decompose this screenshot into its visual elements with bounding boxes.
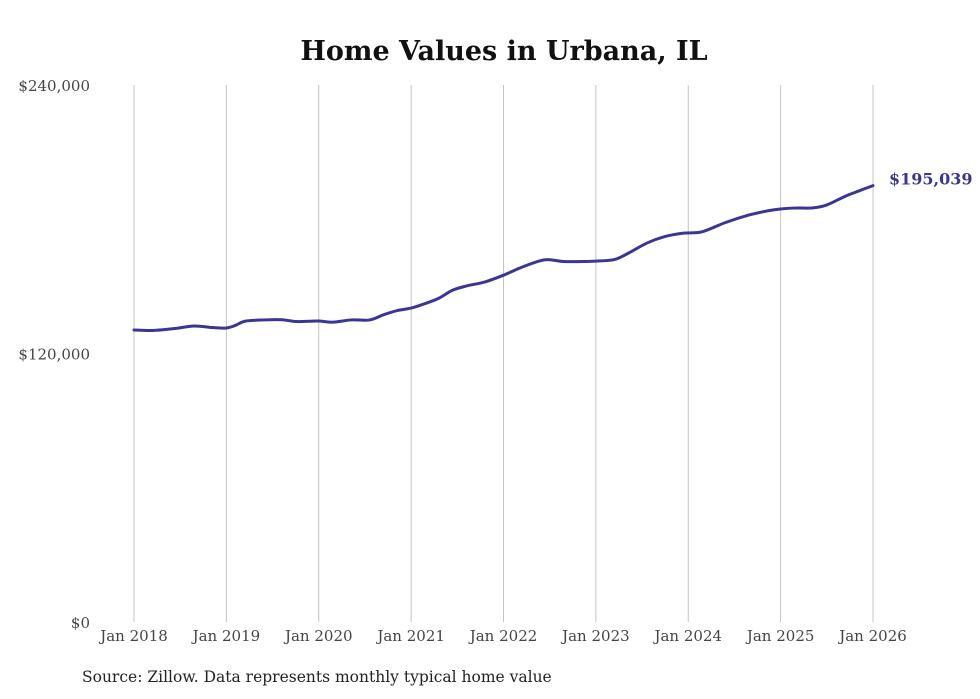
gridlines: [133, 85, 874, 622]
x-tick-label: Jan 2022: [468, 627, 538, 645]
x-tick-label: Jan 2018: [98, 627, 168, 645]
x-tick-label: Jan 2023: [560, 627, 630, 645]
series-group: [132, 184, 875, 333]
x-tick-label: Jan 2020: [283, 627, 353, 645]
end-value-label: $195,039: [889, 170, 973, 189]
y-tick-label: $120,000: [18, 346, 90, 364]
x-tick-label: Jan 2025: [745, 627, 815, 645]
y-tick-label: $0: [71, 614, 90, 632]
source-note: Source: Zillow. Data represents monthly …: [82, 668, 552, 686]
x-axis: Jan 2018 Jan 2019 Jan 2020 Jan 2021 Jan 2022…: [98, 627, 907, 645]
x-tick-label: Jan 2019: [191, 627, 261, 645]
x-tick-label: Jan 2021: [375, 627, 445, 645]
x-tick-label: Jan 2024: [652, 627, 722, 645]
x-tick-label: Jan 2026: [837, 627, 907, 645]
y-tick-label: $240,000: [18, 77, 90, 95]
chart-title: Home Values in Urbana, IL: [300, 36, 707, 67]
series-line: [132, 184, 875, 333]
y-axis: $0 $120,000 $240,000: [18, 77, 90, 632]
